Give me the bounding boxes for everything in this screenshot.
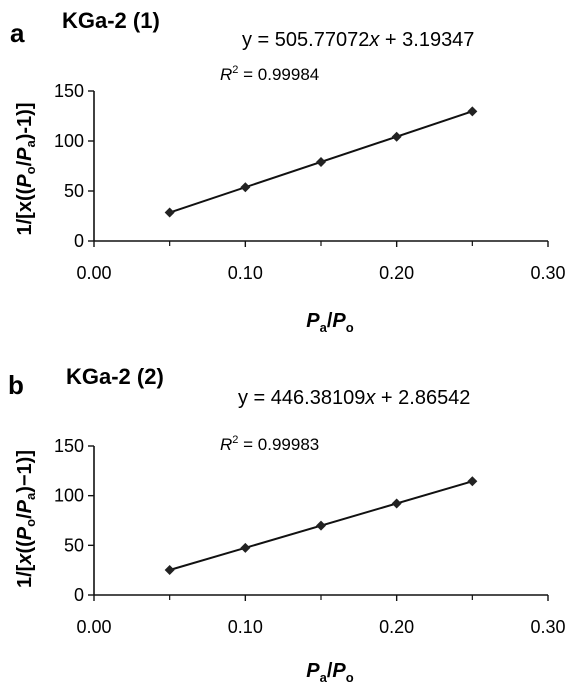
panel-b-title: KGa-2 (2) [66,364,164,389]
panel-b-data-point [467,476,478,487]
panel-b-equation: y = 446.38109x + 2.86542 [238,387,470,409]
panel-a-y-axis-label: 1/[x((Po/Pa)-1)] [14,103,38,236]
panel-a-r-squared: R2 = 0.99984 [220,64,319,84]
panel-a-y-tick-label: 150 [54,81,84,101]
panel-b-x-tick-label: 0.20 [379,617,414,637]
panel-b: b KGa-2 (2) y = 446.38109x + 2.86542 R2 … [8,364,566,685]
panel-a-x-tick-label: 0.00 [76,263,111,283]
panel-a-data-point [391,131,402,142]
panel-b-data-point [240,542,251,553]
panel-a-x-tick-label: 0.20 [379,263,414,283]
panel-a-data-point [467,106,478,117]
panel-b-y-tick-label: 150 [54,436,84,456]
panel-a-letter: a [10,18,25,48]
panel-a-plot-area: 0 50 100 150 0.00 0.10 0.20 0.30 [54,81,566,283]
panel-b-y-tick-label: 0 [74,585,84,605]
panel-b-data-point [164,564,175,575]
panel-b-y-axis-label: 1/[x((Po/Pa)−1)] [14,450,38,588]
panel-b-y-tick-label: 50 [64,535,84,555]
panel-b-data-point [316,520,326,531]
panel-a-y-tick-label: 0 [74,231,84,251]
panel-a-y-tick-label: 50 [64,181,84,201]
panel-a-x-axis-label: Pa/Po [306,310,353,335]
panel-b-letter: b [8,370,24,400]
panel-a-title: KGa-2 (1) [62,8,160,33]
panel-b-x-tick-label: 0.00 [76,617,111,637]
panel-b-data-point [391,498,402,509]
panel-b-x-tick-label: 0.30 [530,617,565,637]
panel-a-data-point [240,182,251,193]
panel-b-y-tick-label: 100 [54,486,84,506]
panel-b-x-axis-label: Pa/Po [306,660,353,685]
panel-a-x-tick-label: 0.30 [530,263,565,283]
panel-a-data-point [316,157,326,167]
panel-a: a KGa-2 (1) y = 505.77072x + 3.19347 R2 … [10,8,566,335]
panel-b-plot-area: 0 50 100 150 0.00 0.10 0.20 0.30 [54,436,566,637]
panel-a-data-point [164,207,175,218]
panel-a-y-tick-label: 100 [54,131,84,151]
panel-b-x-tick-label: 0.10 [228,617,263,637]
panel-a-x-tick-label: 0.10 [228,263,263,283]
panel-a-equation: y = 505.77072x + 3.19347 [242,29,474,51]
panel-b-r-squared: R2 = 0.99983 [220,434,319,454]
